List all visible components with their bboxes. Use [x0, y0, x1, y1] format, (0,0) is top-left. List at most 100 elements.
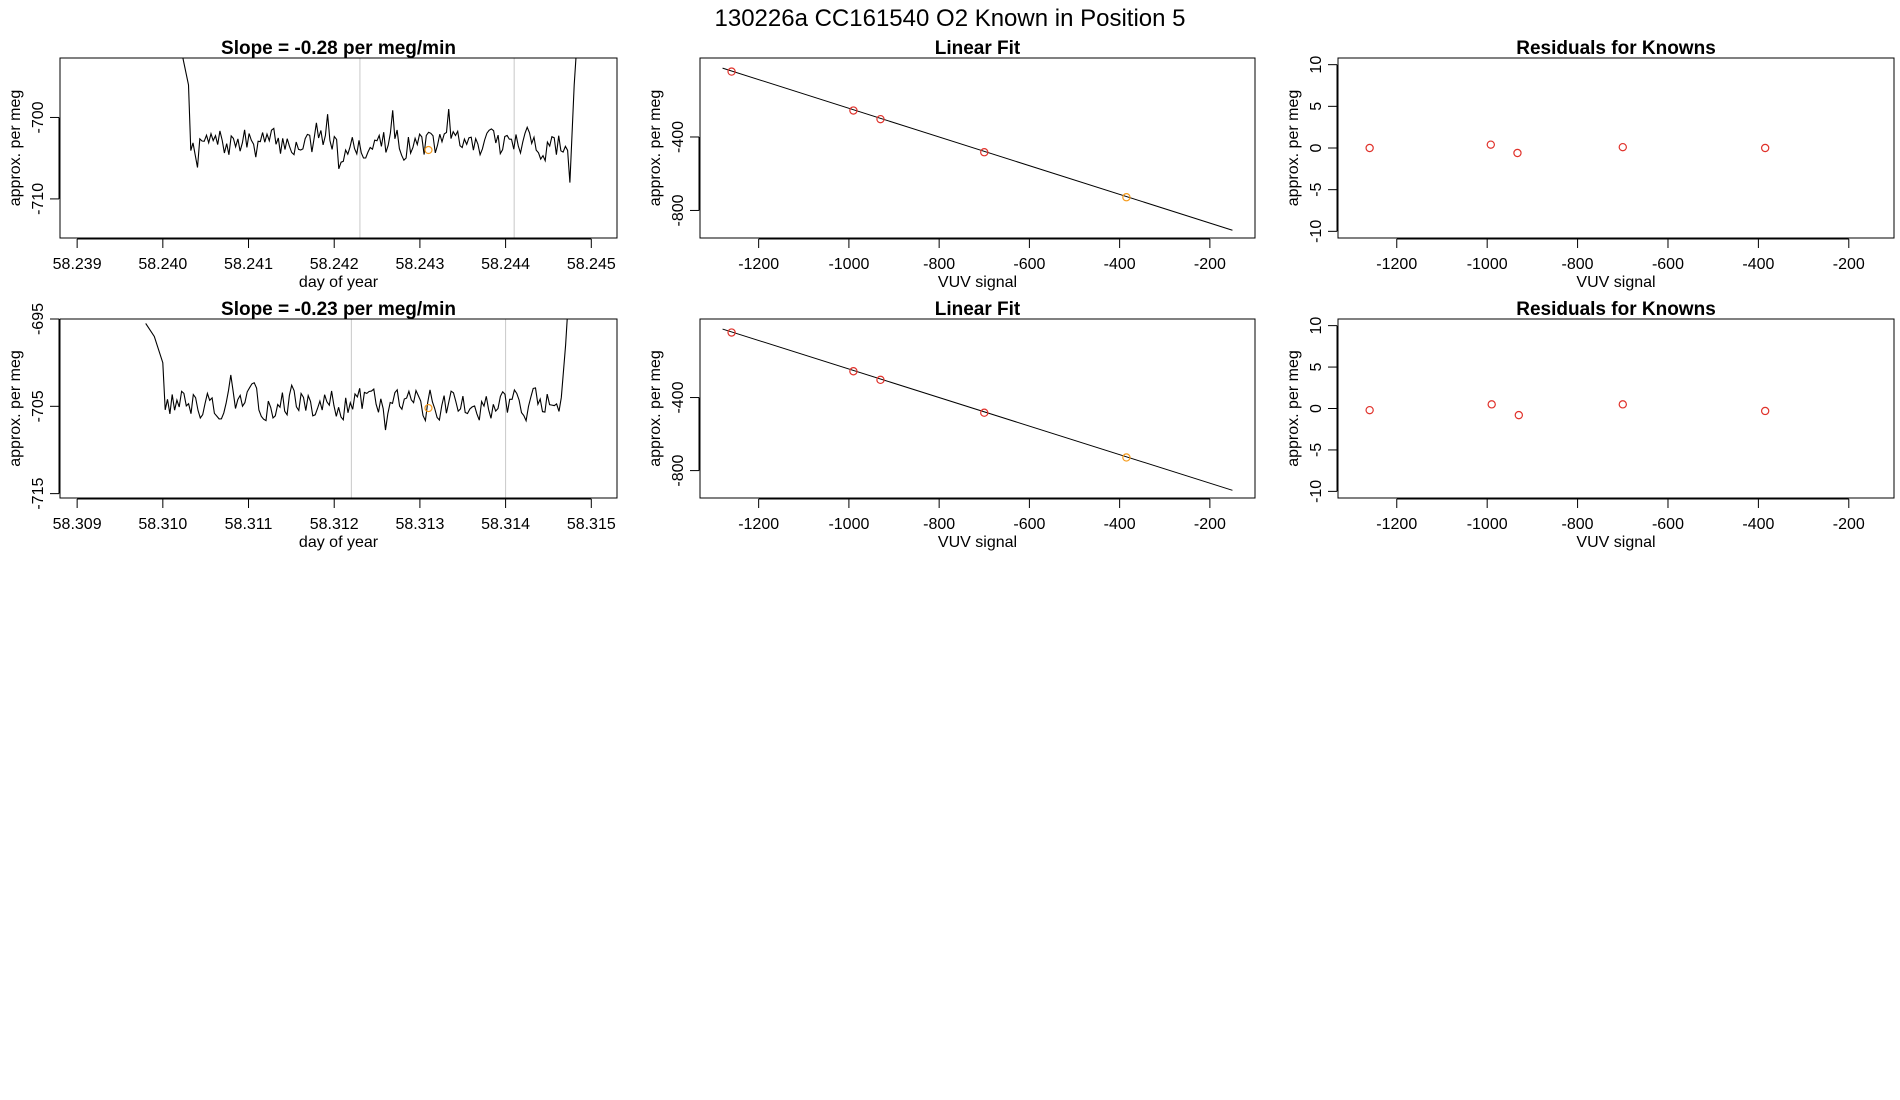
- x-tick-label: -400: [1742, 516, 1774, 533]
- y-tick-label: -705: [30, 390, 47, 422]
- x-tick-label: -1200: [1376, 516, 1417, 533]
- data-point: [876, 114, 885, 124]
- x-tick-label: -400: [1742, 256, 1774, 273]
- x-tick-label: -1200: [1376, 256, 1417, 273]
- y-tick-label: -700: [30, 101, 47, 133]
- x-tick-label: -1200: [738, 256, 779, 273]
- x-tick-label: 58.245: [567, 256, 616, 273]
- x-tick-label: -600: [1652, 256, 1684, 273]
- panel-fit1: Linear Fit -1200 -1000 -800 -600 -400 -200 VUV …: [647, 38, 1256, 291]
- panel-res2: Residuals for Knowns -1200 -1000 -800 -600 -4…: [1285, 299, 1895, 551]
- data-point: [876, 375, 885, 385]
- x-axis-label: VUV signal: [938, 274, 1017, 291]
- y-axis-label: approx. per meg: [1285, 350, 1302, 467]
- y-tick-label: 10: [1308, 56, 1325, 74]
- x-tick-label: -600: [1652, 516, 1684, 533]
- y-axis-label: approx. per meg: [7, 90, 24, 207]
- data-point: [1760, 143, 1770, 153]
- x-tick-label: -800: [1562, 256, 1594, 273]
- x-tick-label: 58.239: [53, 256, 102, 273]
- plot-area: [1365, 140, 1770, 158]
- data-point: [1618, 142, 1627, 152]
- y-tick-label: 0: [1308, 143, 1325, 152]
- plot-frame: [59, 57, 618, 239]
- x-tick-label: -1000: [828, 256, 869, 273]
- data-point: [1365, 405, 1374, 415]
- x-tick-label: -200: [1194, 516, 1226, 533]
- x-tick-label: 58.313: [395, 516, 444, 533]
- x-tick-label: -200: [1194, 256, 1226, 273]
- x-tick-label: -1000: [1467, 516, 1508, 533]
- y-tick-label: 5: [1308, 363, 1325, 372]
- data-point: [1122, 453, 1131, 462]
- y-tick-label: 5: [1308, 102, 1325, 111]
- x-tick-label: -400: [1104, 516, 1136, 533]
- x-tick-label: 58.315: [567, 516, 616, 533]
- figure-title: 130226a CC161540 O2 Known in Position 5: [715, 5, 1186, 32]
- y-tick-label: 10: [1308, 317, 1325, 335]
- x-tick-label: -600: [1013, 256, 1045, 273]
- plot-frame: [699, 57, 1256, 239]
- x-tick-label: 58.241: [224, 256, 273, 273]
- panel-res1: Residuals for Knowns -1200 -1000 -800 -600 -4…: [1285, 38, 1895, 291]
- data-point: [1365, 143, 1374, 153]
- plot-area: [722, 67, 1233, 231]
- x-tick-label: -1000: [1467, 256, 1508, 273]
- x-axis-label: day of year: [299, 274, 379, 291]
- data-point: [727, 328, 736, 337]
- x-tick-label: -600: [1013, 516, 1045, 533]
- x-tick-label: 58.309: [53, 516, 102, 533]
- fit-line: [722, 328, 1233, 491]
- plot-frame: [1337, 57, 1895, 239]
- panel-title: Residuals for Knowns: [1516, 38, 1716, 59]
- panel-title: Linear Fit: [935, 299, 1021, 320]
- data-point: [1513, 148, 1522, 158]
- highlight-point: [424, 403, 433, 413]
- x-axis-label: VUV signal: [938, 534, 1017, 551]
- fit-line: [722, 67, 1233, 231]
- y-tick-label: -400: [670, 121, 687, 153]
- data-point: [727, 67, 736, 76]
- x-tick-label: -200: [1833, 516, 1865, 533]
- x-tick-label: -400: [1104, 256, 1136, 273]
- y-tick-label: -5: [1308, 182, 1325, 196]
- x-axis-label: VUV signal: [1576, 274, 1655, 291]
- plot-frame: [1337, 318, 1895, 499]
- x-axis-label: day of year: [299, 534, 379, 551]
- data-point: [1514, 410, 1524, 420]
- y-axis-label: approx. per meg: [7, 350, 24, 467]
- y-axis-label: approx. per meg: [647, 90, 664, 207]
- series-line: [182, 58, 577, 183]
- panel-fit2: Linear Fit -1200 -1000 -800 -600 -400 -200 VUV …: [647, 299, 1256, 551]
- x-tick-label: -800: [923, 516, 955, 533]
- x-tick-label: 58.244: [481, 256, 530, 273]
- y-tick-label: -695: [30, 303, 47, 335]
- panel-title: Residuals for Knowns: [1516, 299, 1716, 320]
- panel-title: Slope = -0.23 per meg/min: [221, 299, 456, 320]
- y-tick-label: -10: [1308, 480, 1325, 503]
- plot-area: [1365, 400, 1770, 420]
- x-tick-label: -200: [1833, 256, 1865, 273]
- x-axis-label: VUV signal: [1576, 534, 1655, 551]
- panel-title: Linear Fit: [935, 38, 1021, 59]
- y-tick-label: 0: [1308, 404, 1325, 413]
- data-point: [980, 148, 989, 157]
- panel-ts2: Slope = -0.23 per meg/min 58.309 58.310 58.…: [7, 299, 618, 551]
- x-tick-label: 58.242: [310, 256, 359, 273]
- plot-frame: [59, 318, 618, 499]
- data-point: [1486, 140, 1495, 149]
- data-point: [849, 367, 858, 376]
- x-tick-label: 58.310: [138, 516, 187, 533]
- y-axis-label: approx. per meg: [1285, 90, 1302, 207]
- x-tick-label: -1000: [828, 516, 869, 533]
- y-tick-label: -710: [30, 183, 47, 215]
- series-line: [145, 319, 568, 431]
- y-tick-label: -715: [30, 478, 47, 510]
- data-point: [1760, 406, 1770, 416]
- highlight-point: [424, 145, 433, 155]
- y-tick-label: -5: [1308, 443, 1325, 457]
- x-tick-label: -800: [923, 256, 955, 273]
- x-tick-label: -1200: [738, 516, 779, 533]
- y-axis-label: approx. per meg: [647, 350, 664, 467]
- x-tick-label: 58.243: [395, 256, 444, 273]
